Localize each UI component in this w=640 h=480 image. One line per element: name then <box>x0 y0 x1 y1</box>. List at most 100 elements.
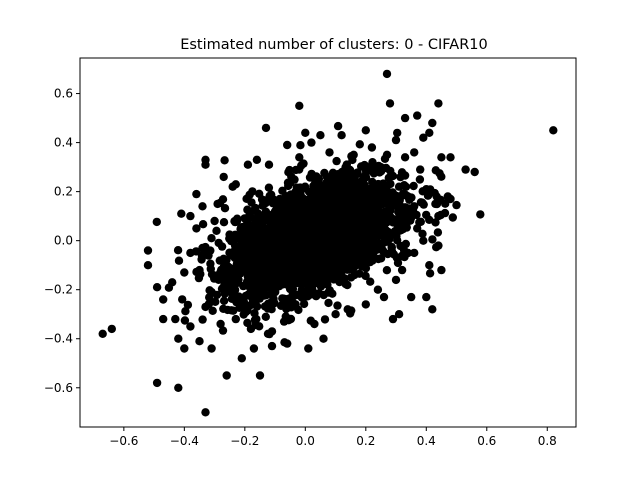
scatter-point <box>235 303 244 312</box>
scatter-point <box>284 266 293 276</box>
scatter-point <box>410 202 419 211</box>
x-tick-label: 0.2 <box>356 434 375 448</box>
scatter-point <box>219 172 228 182</box>
scatter-point <box>355 220 364 230</box>
scatter-point <box>394 182 404 191</box>
scatter-point <box>178 295 187 304</box>
scatter-point <box>338 205 347 214</box>
scatter-point <box>437 153 446 162</box>
scatter-point <box>251 203 260 213</box>
scatter-point <box>343 280 352 290</box>
scatter-point <box>337 232 346 241</box>
scatter-point <box>279 317 289 326</box>
scatter-point <box>319 334 328 343</box>
scatter-point <box>210 274 219 283</box>
scatter-point <box>362 204 372 213</box>
scatter-point <box>301 210 310 220</box>
scatter-point <box>320 168 329 178</box>
scatter-point <box>219 304 228 313</box>
scatter-point <box>275 282 284 291</box>
scatter-point <box>219 218 229 227</box>
scatter-point <box>331 310 340 319</box>
y-axis: −0.6 −0.4 −0.2 0.0 0.2 0.4 0.6 <box>44 87 80 395</box>
scatter-point <box>237 354 246 363</box>
scatter-point <box>400 113 410 123</box>
scatter-point <box>283 140 292 150</box>
scatter-point <box>267 341 277 351</box>
scatter-point <box>341 246 351 256</box>
scatter-point <box>371 215 380 224</box>
scatter-point <box>339 196 348 205</box>
scatter-point <box>386 206 395 215</box>
scatter-point <box>322 197 332 207</box>
scatter-point <box>298 222 308 232</box>
scatter-point <box>174 383 183 392</box>
scatter-point <box>255 278 264 287</box>
scatter-point <box>206 264 215 274</box>
scatter-point <box>246 324 256 334</box>
scatter-point <box>314 174 324 183</box>
scatter-point <box>373 285 383 294</box>
scatter-point <box>425 269 435 278</box>
scatter-point <box>337 131 346 140</box>
y-tick-label: 0.4 <box>54 136 73 150</box>
scatter-point <box>297 235 306 244</box>
scatter-point <box>416 217 425 226</box>
scatter-point <box>107 324 117 334</box>
scatter-point <box>231 244 240 254</box>
scatter-point <box>381 226 391 235</box>
scatter-point <box>186 248 195 258</box>
scatter-point <box>385 99 395 108</box>
scatter-point <box>208 306 217 315</box>
scatter-point <box>270 298 279 308</box>
scatter-point <box>369 222 378 231</box>
scatter-point <box>207 344 216 353</box>
scatter-point <box>246 292 255 301</box>
scatter-point <box>270 209 279 219</box>
scatter-point <box>434 241 443 250</box>
scatter-point <box>231 314 240 324</box>
scatter-point <box>325 188 334 197</box>
x-tick-label: −0.4 <box>170 434 199 448</box>
scatter-point <box>393 219 403 228</box>
scatter-point <box>236 224 245 234</box>
scatter-point <box>367 161 376 170</box>
scatter-point <box>347 226 357 235</box>
scatter-point <box>341 172 350 181</box>
scatter-point <box>192 189 201 199</box>
scatter-point <box>198 315 207 324</box>
scatter-point <box>358 196 367 206</box>
y-tick-label: 0.6 <box>54 87 73 101</box>
scatter-point <box>316 131 325 140</box>
scatter-point <box>353 168 362 177</box>
scatter-point <box>317 217 326 227</box>
scatter-point <box>330 193 339 202</box>
scatter-point <box>377 192 386 201</box>
scatter-point <box>299 253 308 262</box>
scatter-point <box>219 254 228 263</box>
scatter-point <box>228 182 237 191</box>
scatter-point <box>392 232 401 241</box>
scatter-point <box>407 292 416 302</box>
x-tick-label: 0.0 <box>296 434 315 448</box>
scatter-point <box>415 175 425 184</box>
scatter-point <box>325 286 334 295</box>
scatter-point <box>269 267 278 277</box>
scatter-point <box>283 339 292 348</box>
scatter-point <box>245 210 254 220</box>
scatter-point <box>437 265 446 275</box>
scatter-point <box>301 128 310 137</box>
scatter-point <box>382 69 392 79</box>
scatter-point <box>279 296 288 305</box>
scatter-point <box>303 264 313 273</box>
scatter-point <box>410 148 419 157</box>
scatter-point <box>382 266 392 275</box>
scatter-point <box>152 378 162 388</box>
scatter-point <box>220 156 229 165</box>
scatter-point <box>292 228 301 237</box>
scatter-point <box>304 281 313 291</box>
scatter-point <box>318 248 327 257</box>
scatter-point <box>303 272 312 281</box>
scatter-point <box>237 254 246 264</box>
scatter-point <box>152 217 161 227</box>
